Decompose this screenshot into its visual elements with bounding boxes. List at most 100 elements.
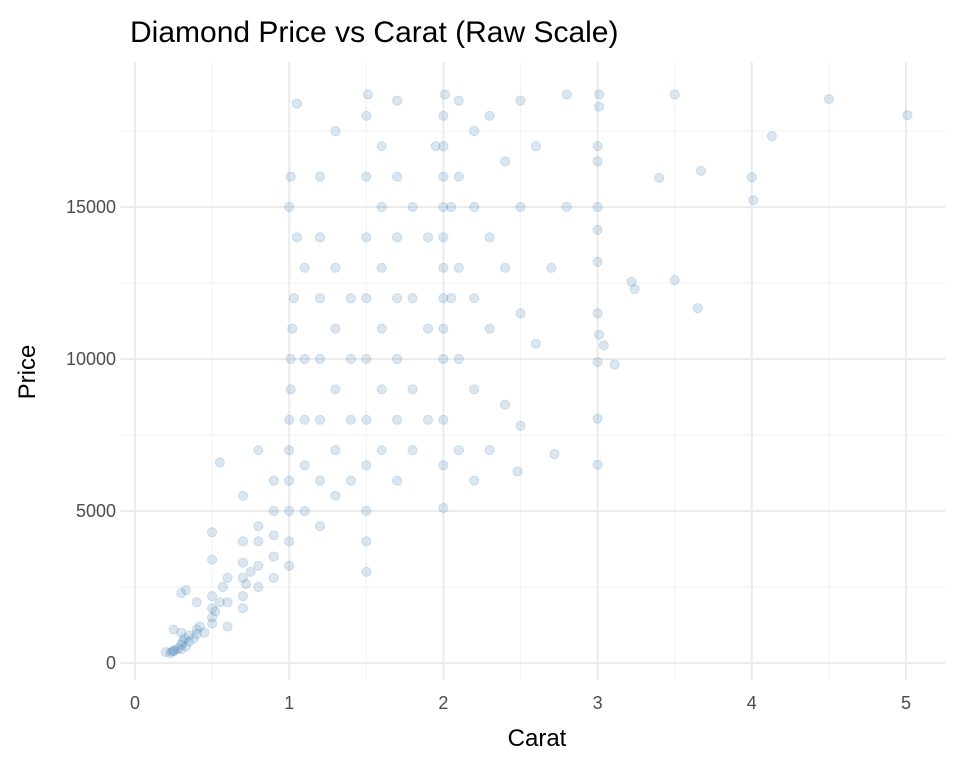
data-point: [168, 624, 179, 635]
y-axis-label: Price: [14, 345, 41, 400]
data-point: [438, 502, 449, 514]
y-tick-label: 15000: [66, 197, 116, 217]
data-point: [469, 384, 480, 395]
data-point: [515, 201, 526, 213]
data-point: [530, 338, 542, 349]
data-point: [438, 232, 449, 243]
data-point: [288, 293, 299, 304]
data-point: [237, 536, 249, 547]
data-point: [484, 445, 495, 456]
data-point: [469, 293, 480, 304]
data-point: [345, 353, 356, 365]
data-point: [191, 629, 202, 640]
data-point: [199, 627, 210, 638]
data-point: [376, 445, 387, 456]
data-point: [176, 644, 187, 655]
data-point: [284, 201, 295, 213]
data-point: [361, 171, 372, 182]
data-point: [361, 232, 372, 243]
data-point: [438, 353, 449, 365]
data-point: [314, 521, 326, 532]
data-point: [430, 141, 441, 152]
chart-title: Diamond Price vs Carat (Raw Scale): [130, 16, 618, 49]
data-point: [626, 276, 637, 287]
data-point: [549, 449, 560, 460]
data-point: [546, 262, 557, 273]
data-point: [669, 275, 680, 286]
data-point: [176, 627, 187, 638]
data-point: [314, 293, 326, 304]
data-point: [654, 172, 665, 183]
x-tick-label: 5: [901, 693, 911, 713]
data-point: [165, 647, 176, 659]
data-point: [314, 475, 326, 486]
data-point: [592, 141, 603, 152]
data-point: [438, 323, 449, 334]
data-point: [392, 353, 403, 365]
data-point: [345, 414, 356, 425]
data-point: [592, 308, 603, 319]
x-tick-label: 0: [130, 693, 140, 713]
data-point: [499, 156, 511, 167]
data-point: [376, 141, 387, 152]
data-point: [438, 414, 449, 425]
data-point: [692, 303, 703, 314]
data-point: [484, 232, 495, 243]
data-point: [207, 527, 218, 538]
data-point: [176, 587, 187, 599]
data-point: [594, 101, 605, 112]
data-point: [484, 323, 495, 334]
x-tick-label: 3: [593, 693, 603, 713]
data-point: [330, 490, 341, 501]
data-point: [823, 93, 835, 105]
data-point: [268, 475, 279, 486]
data-point: [285, 171, 296, 182]
data-point: [392, 475, 403, 486]
data-point: [512, 466, 523, 477]
data-point: [561, 89, 572, 100]
data-point: [438, 262, 449, 273]
data-point: [407, 384, 418, 395]
data-point: [438, 293, 449, 304]
data-point: [299, 353, 310, 365]
data-point: [376, 323, 387, 334]
data-point: [592, 356, 603, 368]
data-point: [207, 603, 218, 614]
data-point: [287, 323, 298, 334]
data-point: [191, 597, 202, 608]
data-point: [284, 536, 295, 547]
data-point: [361, 414, 372, 425]
x-axis-label: Carat: [508, 725, 567, 752]
data-point: [362, 89, 373, 100]
data-point: [469, 475, 480, 486]
data-point: [191, 624, 202, 635]
data-point: [515, 95, 526, 106]
data-point: [594, 89, 605, 100]
grid: [120, 62, 945, 680]
data-point: [499, 262, 511, 273]
data-point: [392, 171, 403, 182]
data-point: [214, 457, 225, 468]
data-point: [469, 125, 480, 137]
data-point: [515, 308, 526, 319]
data-point: [438, 460, 449, 471]
data-point: [237, 572, 249, 583]
data-point: [284, 560, 295, 571]
data-point: [422, 414, 434, 425]
data-point: [361, 505, 372, 517]
data-point: [592, 256, 603, 267]
data-point: [361, 110, 372, 121]
data-point: [453, 353, 464, 365]
data-point: [422, 323, 434, 334]
data-point: [183, 636, 195, 647]
data-point: [361, 353, 372, 365]
data-point: [207, 618, 218, 629]
y-tick-labels: 0 5000 10000 15000: [66, 197, 116, 673]
data-point: [207, 612, 218, 623]
data-point: [361, 460, 372, 471]
data-point: [180, 584, 191, 596]
data-point: [285, 353, 296, 365]
data-point: [361, 536, 372, 547]
data-point: [345, 293, 356, 304]
